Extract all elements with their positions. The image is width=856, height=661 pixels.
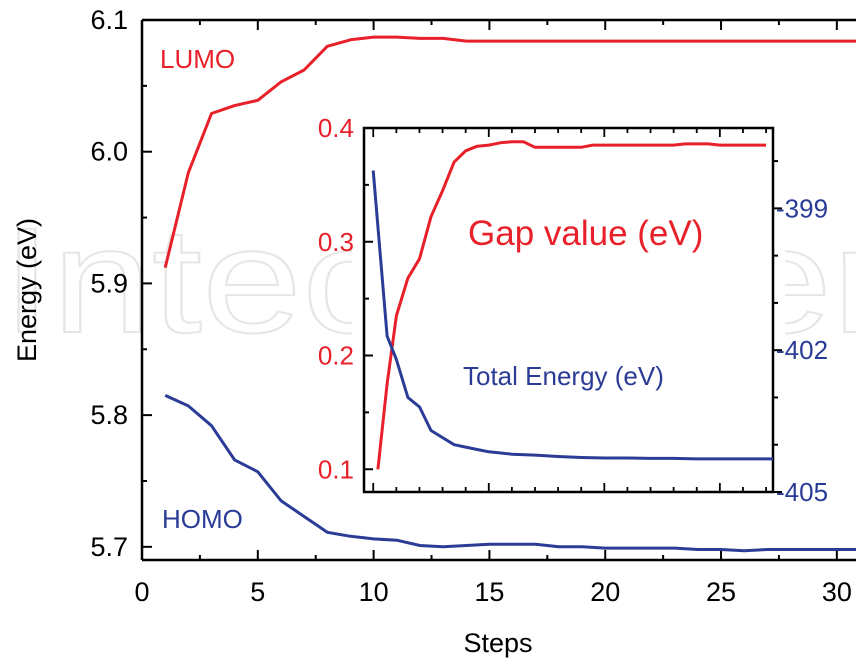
main-x-tick-label: 20 bbox=[590, 577, 620, 607]
inset-series-line-gap bbox=[376, 140, 767, 470]
inset-right-tick-label: -399 bbox=[776, 193, 828, 223]
main-x-tick-label: 10 bbox=[359, 577, 389, 607]
inset-plot: 0.1 0.2 0.3 0.4 -399 -402 -405 Gap value (eV) To… bbox=[318, 113, 828, 507]
main-y-axis-label: Energy (eV) bbox=[12, 218, 42, 362]
inset-left-tick-label: 0.3 bbox=[318, 227, 354, 257]
main-y-tick-label: 6.1 bbox=[90, 5, 128, 35]
main-x-tick-label: 25 bbox=[706, 577, 736, 607]
inset-background bbox=[352, 121, 785, 495]
main-y-tick-label: 6.0 bbox=[90, 137, 128, 167]
inset-frame bbox=[362, 126, 775, 494]
main-x-tick-label: 0 bbox=[134, 577, 149, 607]
inset-series-label-gap: Gap value (eV) bbox=[468, 214, 703, 253]
main-y-tick-label: 5.8 bbox=[90, 400, 128, 430]
inset-right-tick-label: -405 bbox=[776, 477, 828, 507]
main-x-tick-label: 30 bbox=[822, 577, 852, 607]
series-line-homo bbox=[164, 394, 856, 553]
main-x-axis-label: Steps bbox=[463, 628, 532, 658]
inset-left-tick-label: 0.2 bbox=[318, 341, 354, 371]
inset-left-tick-label: 0.4 bbox=[318, 113, 354, 143]
inset-series-label-total-energy: Total Energy (eV) bbox=[463, 361, 664, 391]
main-x-tick-label: 5 bbox=[250, 577, 265, 607]
series-label-lumo: LUMO bbox=[160, 44, 235, 74]
main-x-tick-label: 15 bbox=[474, 577, 504, 607]
inset-series-line-total-energy bbox=[371, 170, 773, 461]
inset-left-tick-label: 0.1 bbox=[318, 454, 354, 484]
main-y-tick-label: 5.9 bbox=[90, 268, 128, 298]
main-y-tick-label: 5.7 bbox=[90, 532, 128, 562]
main-plot: 0 5 10 15 20 25 30 5.7 5.8 5.9 6.0 6.1 Steps Energy (… bbox=[12, 5, 856, 658]
series-label-homo: HOMO bbox=[162, 504, 243, 534]
inset-right-tick-label: -402 bbox=[776, 335, 828, 365]
series-line-lumo bbox=[163, 35, 856, 268]
